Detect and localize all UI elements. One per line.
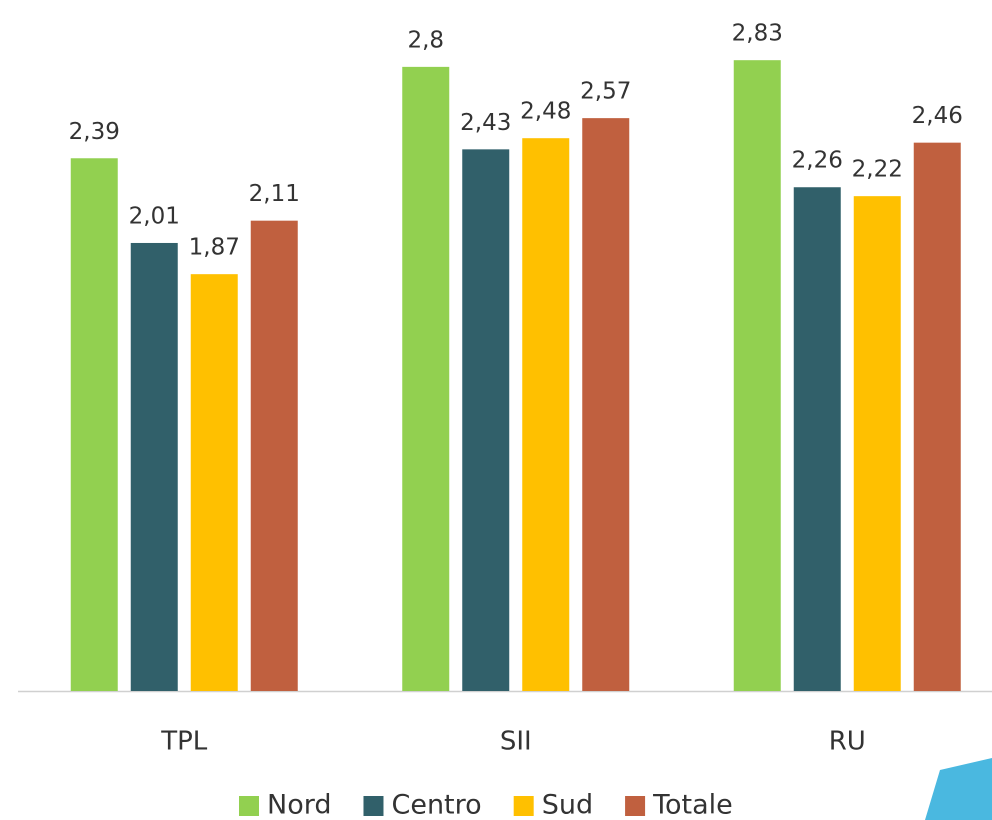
decoration [925, 758, 992, 820]
bar [190, 274, 238, 691]
legend-label: Centro [391, 790, 481, 820]
legend-label: Totale [652, 790, 733, 820]
value-label: 2,01 [129, 203, 180, 229]
value-label: 2,26 [792, 148, 843, 174]
value-label: 1,87 [189, 235, 240, 261]
value-label: 2,43 [460, 110, 511, 136]
legend-swatch [239, 796, 259, 816]
x-tick-label: SII [500, 727, 532, 757]
value-label: 2,46 [912, 103, 963, 129]
value-label: 2,8 [407, 27, 444, 53]
legend-label: Sud [542, 790, 593, 820]
value-label: 2,39 [69, 119, 120, 145]
x-tick-label: TPL [160, 727, 208, 757]
bar [462, 149, 510, 691]
value-label: 2,48 [520, 99, 571, 125]
value-label: 2,22 [852, 157, 903, 183]
value-label: 2,11 [249, 181, 300, 207]
value-label: 2,57 [580, 79, 631, 105]
value-label: 2,83 [732, 21, 783, 47]
bar [913, 142, 961, 691]
legend-swatch [363, 796, 384, 816]
legend-swatch [513, 796, 534, 816]
bar [522, 138, 570, 691]
bar [853, 196, 901, 691]
bar [250, 220, 298, 691]
legend-label: Nord [267, 790, 331, 820]
bar [70, 158, 118, 691]
bar [130, 242, 178, 691]
x-tick-label: RU [829, 727, 866, 757]
legend-swatch [625, 796, 646, 816]
bar [733, 60, 781, 691]
bar [582, 118, 630, 691]
bar [793, 187, 841, 691]
bar [402, 66, 450, 691]
